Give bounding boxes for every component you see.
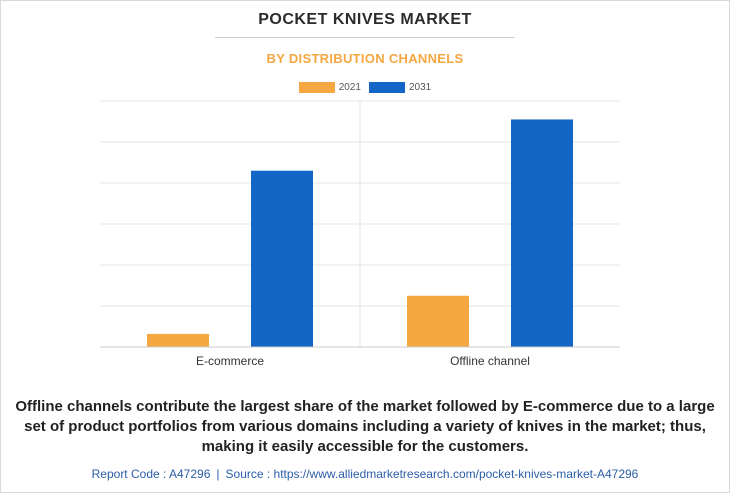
bar-2031-offline-channel [511, 119, 573, 347]
x-tick-label: Offline channel [450, 354, 530, 368]
legend-item-2021: 2021 [298, 81, 361, 93]
legend-swatch-2031 [369, 81, 405, 93]
bar-2021-offline-channel [407, 295, 469, 347]
report-footer: Report Code : A47296 | Source : https://ww… [0, 467, 730, 481]
legend-item-2031: 2031 [369, 81, 432, 93]
footer-separator: | [216, 467, 220, 481]
chart-subtitle: BY DISTRIBUTION CHANNELS [266, 51, 464, 66]
chart-legend: 2021 2031 [0, 80, 730, 94]
bar-chart: E-commerce Offline channel [100, 100, 620, 368]
chart-caption: Offline channels contribute the largest … [15, 398, 715, 455]
legend-label-2021: 2021 [338, 81, 361, 93]
source-link[interactable]: Source : https://www.alliedmarketresearc… [225, 467, 639, 481]
title-divider [215, 37, 515, 38]
chart-title: POCKET KNIVES MARKET [258, 11, 472, 28]
legend-label-2031: 2031 [409, 81, 432, 93]
x-tick-label: E-commerce [196, 354, 264, 368]
report-code: Report Code : A47296 [91, 467, 211, 481]
legend-swatch-2021 [298, 81, 335, 93]
bar-2021-e-commerce [147, 333, 209, 347]
bar-2031-e-commerce [251, 170, 313, 347]
